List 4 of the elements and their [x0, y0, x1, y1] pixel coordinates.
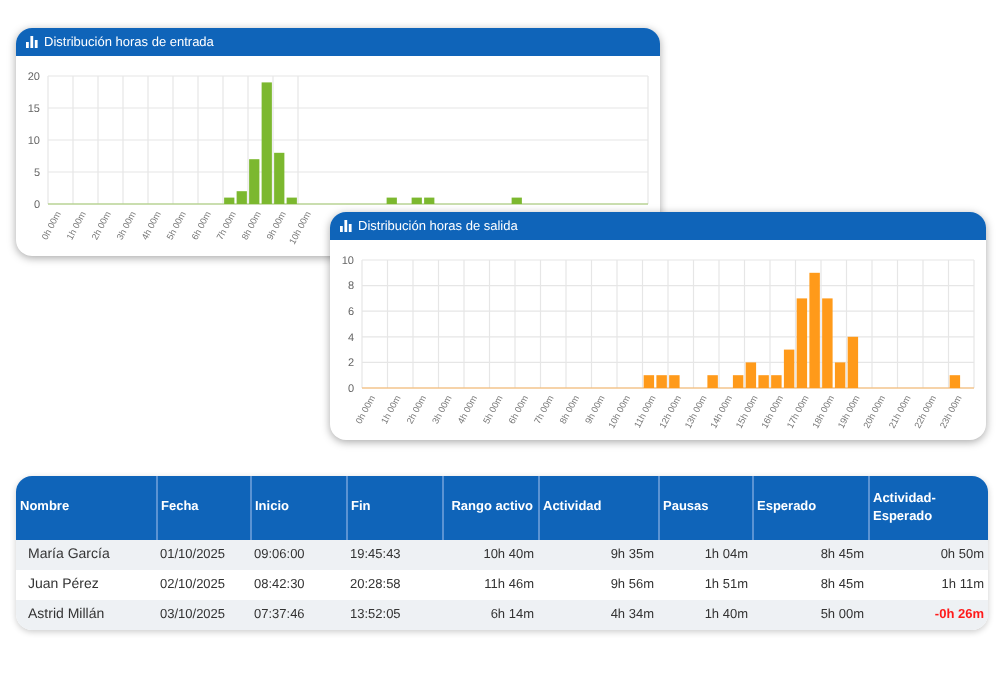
bar	[511, 197, 522, 204]
bar	[949, 375, 961, 388]
bar	[707, 375, 718, 388]
bar	[386, 197, 397, 204]
